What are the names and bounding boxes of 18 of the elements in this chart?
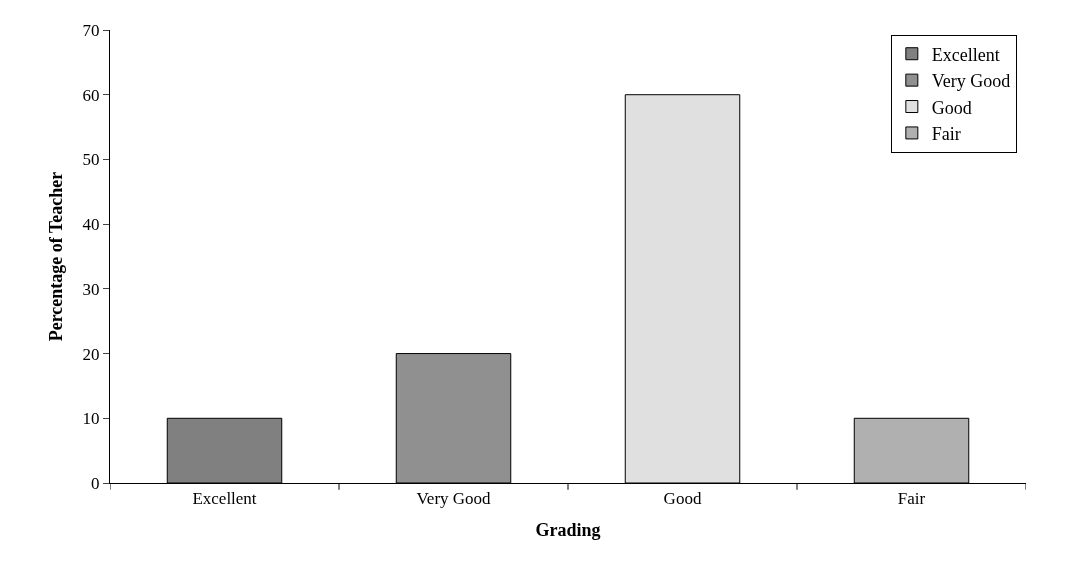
y-tick-label: 40 bbox=[82, 215, 100, 235]
y-tick-label: 60 bbox=[82, 85, 100, 105]
legend-label: Good bbox=[931, 97, 972, 118]
y-tick-label: 10 bbox=[82, 409, 100, 429]
y-tick-label: 30 bbox=[82, 279, 100, 299]
legend-label: Very Good bbox=[931, 71, 1011, 92]
y-tick-label: 0 bbox=[91, 473, 100, 493]
y-axis-title: Percentage of Teacher bbox=[45, 171, 66, 342]
legend-label: Fair bbox=[931, 123, 961, 144]
x-axis-title: Grading bbox=[535, 519, 601, 540]
x-tick-label: Very Good bbox=[416, 489, 492, 509]
x-tick-label: Good bbox=[663, 489, 702, 509]
x-tick-label: Excellent bbox=[192, 489, 257, 509]
x-tick-label: Fair bbox=[897, 489, 926, 509]
y-tick-label: 50 bbox=[82, 150, 100, 170]
y-tick-label: 20 bbox=[82, 344, 100, 364]
y-tick-label: 70 bbox=[82, 20, 100, 40]
legend-label: Excellent bbox=[931, 44, 1000, 65]
